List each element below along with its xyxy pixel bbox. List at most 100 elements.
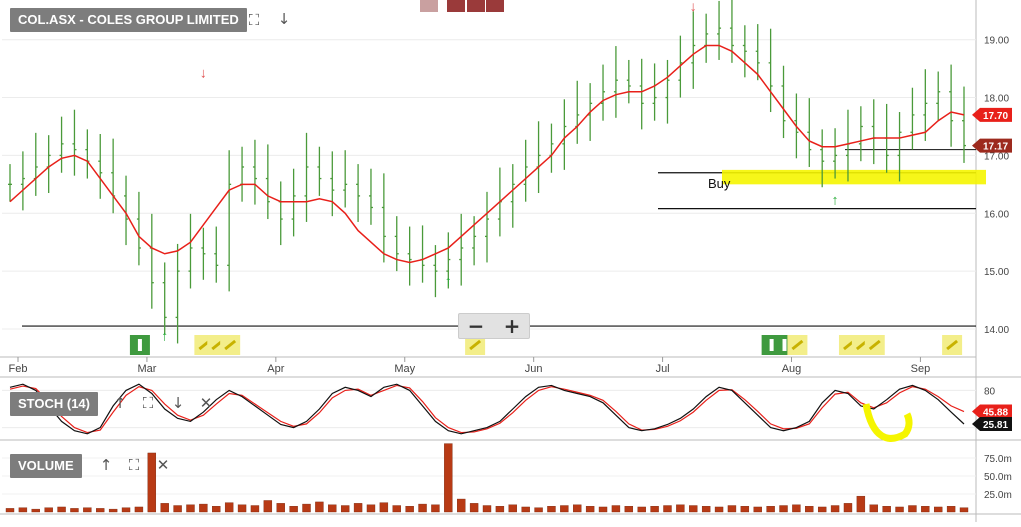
volume-bar <box>70 508 79 513</box>
month-x-tick-label: Apr <box>267 363 284 375</box>
volume-bar <box>598 506 608 513</box>
close-icon[interactable]: ✕ <box>199 394 213 412</box>
volume-bar <box>160 503 169 513</box>
price-y-tick-label: 16.00 <box>984 209 1009 220</box>
volume-bar <box>237 504 247 513</box>
volume-bar <box>921 506 930 513</box>
collapse-icon[interactable]: ↓ <box>277 10 291 28</box>
month-x-tick-label: May <box>394 363 415 375</box>
volume-y-tick-label: 25.0m <box>984 490 1012 501</box>
volume-bar <box>276 503 285 513</box>
volume-bar <box>469 503 479 513</box>
volume-bar <box>663 505 672 513</box>
stoch-label[interactable]: STOCH (14) <box>10 392 98 416</box>
volume-label[interactable]: VOLUME <box>10 454 82 478</box>
volume-bar <box>83 507 92 513</box>
volume-bar <box>637 506 646 513</box>
volume-bar <box>121 507 131 513</box>
volume-bar <box>431 504 440 513</box>
volume-bar <box>817 506 827 513</box>
volume-bar <box>302 503 311 513</box>
volume-bar <box>366 504 376 513</box>
volume-bar <box>250 505 260 513</box>
volume-bar <box>495 506 505 513</box>
volume-bar <box>57 506 66 513</box>
volume-bar <box>289 506 298 513</box>
volume-bar <box>701 506 711 513</box>
volume-bar <box>5 508 15 513</box>
stoch-d-line <box>9 384 965 434</box>
volume-bar <box>611 505 621 513</box>
highlight-zone <box>722 169 986 185</box>
dividend-event-glyph <box>782 339 787 351</box>
stoch-highlight-scribble <box>862 403 913 442</box>
volume-bar <box>740 506 750 513</box>
dividend-event-glyph <box>769 339 774 351</box>
volume-bar <box>547 506 556 513</box>
fullscreen-icon[interactable]: ⛶ <box>142 394 154 412</box>
volume-bar <box>560 505 569 513</box>
price-tag <box>972 107 1012 122</box>
zoom-in-button[interactable]: + <box>503 314 521 338</box>
volume-bar <box>792 504 801 513</box>
top-event-marker <box>447 0 465 12</box>
month-x-tick-label: Sep <box>911 363 931 375</box>
volume-bar <box>44 507 53 513</box>
sell-signal-arrow: ↓ <box>200 64 207 80</box>
volume-bar <box>418 503 427 513</box>
moving-average-line <box>9 44 965 264</box>
volume-bar <box>328 504 337 513</box>
volume-bar <box>379 502 389 513</box>
buy-signal-arrow: ↑ <box>161 328 168 344</box>
volume-bar <box>843 503 853 513</box>
move-up-icon[interactable]: ↑ <box>113 394 127 412</box>
news-event-glyph <box>946 339 959 351</box>
top-event-marker <box>486 0 504 12</box>
volume-bar <box>134 506 144 513</box>
volume-bar <box>650 506 659 513</box>
volume-bar <box>263 500 273 513</box>
volume-bar <box>108 508 118 513</box>
move-up-icon[interactable]: ↑ <box>99 456 113 474</box>
volume-bar <box>212 506 221 513</box>
volume-bar <box>573 504 582 513</box>
volume-bar <box>585 506 595 513</box>
price-y-tick-label: 19.00 <box>984 36 1009 47</box>
stoch-k-line <box>9 383 965 435</box>
volume-bar <box>714 506 724 513</box>
price-y-tick-label: 15.00 <box>984 267 1009 278</box>
news-event-glyph <box>224 339 237 351</box>
price-tag-label: 17.70 <box>983 111 1008 122</box>
fullscreen-icon[interactable]: ⛶ <box>128 456 140 474</box>
month-x-tick-label: Feb <box>9 363 28 375</box>
symbol-label[interactable]: COL.ASX - COLES GROUP LIMITED <box>10 8 247 32</box>
stoch-tag-label: 25.81 <box>983 420 1008 431</box>
move-down-icon[interactable]: ↓ <box>171 394 185 412</box>
volume-bar <box>766 506 775 513</box>
fullscreen-icon[interactable]: ⛶ <box>248 11 260 29</box>
volume-bar <box>934 506 943 513</box>
volume-bar <box>31 508 40 513</box>
volume-bar <box>224 502 234 513</box>
volume-bar <box>340 505 350 513</box>
volume-bar <box>882 506 891 513</box>
zoom-out-button[interactable]: − <box>467 314 485 338</box>
volume-bar <box>405 506 414 513</box>
volume-bar <box>779 505 788 513</box>
news-event-glyph <box>469 339 482 351</box>
volume-bar <box>444 443 453 513</box>
top-event-marker <box>467 0 485 12</box>
volume-bar <box>624 506 634 513</box>
price-y-tick-label: 18.00 <box>984 94 1009 105</box>
price-y-tick-label: 17.00 <box>984 151 1009 162</box>
volume-bar <box>392 505 401 513</box>
close-icon[interactable]: ✕ <box>156 456 170 474</box>
news-event-glyph <box>868 339 881 351</box>
stoch-tag <box>972 404 1012 419</box>
volume-bar <box>508 504 517 513</box>
stoch-tag <box>972 416 1012 431</box>
volume-bar <box>534 507 543 513</box>
volume-bar <box>521 506 530 513</box>
